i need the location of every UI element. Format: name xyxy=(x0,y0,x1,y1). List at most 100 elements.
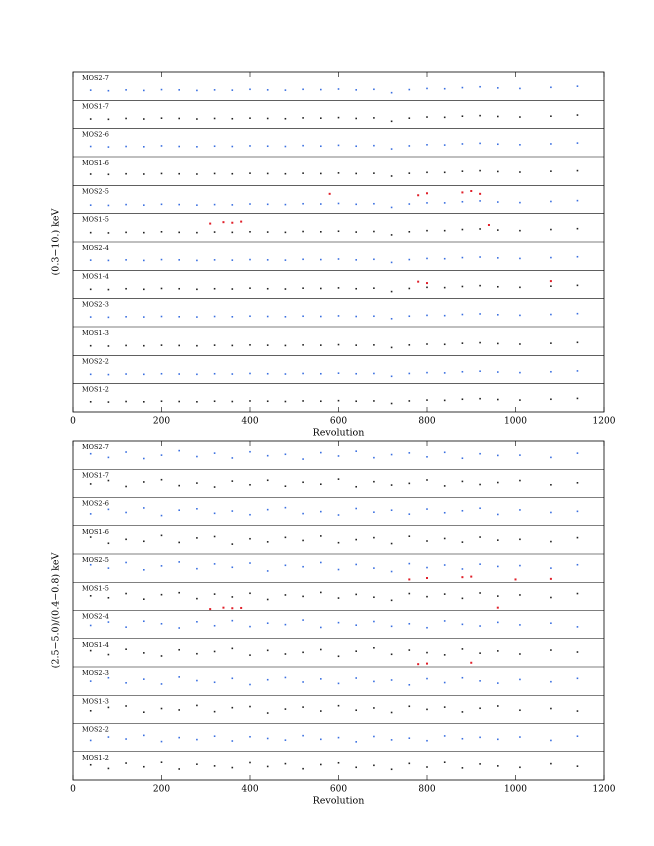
data-point xyxy=(443,116,446,119)
data-point xyxy=(89,649,92,652)
data-point xyxy=(443,202,446,204)
data-point xyxy=(213,172,216,175)
data-point xyxy=(337,682,340,685)
data-point xyxy=(550,170,552,172)
data-point xyxy=(443,564,446,566)
data-point xyxy=(249,592,251,595)
data-point xyxy=(125,344,127,347)
data-point xyxy=(443,511,446,514)
data-point xyxy=(443,761,446,764)
data-point xyxy=(89,173,92,175)
data-point xyxy=(107,479,110,482)
highlight-point xyxy=(231,221,234,224)
data-point xyxy=(266,678,269,681)
data-point xyxy=(550,398,552,401)
data-point xyxy=(443,654,446,656)
data-point xyxy=(160,400,163,403)
data-point xyxy=(178,561,180,563)
data-point xyxy=(284,536,287,539)
data-point xyxy=(231,706,234,709)
data-point xyxy=(408,683,411,686)
data-point xyxy=(160,655,163,657)
data-point xyxy=(426,479,428,481)
data-point xyxy=(443,593,446,595)
data-point xyxy=(178,117,180,120)
data-point xyxy=(249,562,251,564)
data-point xyxy=(231,145,234,148)
data-point xyxy=(497,513,499,516)
data-point xyxy=(125,145,127,148)
data-point xyxy=(426,87,428,90)
data-point xyxy=(320,483,322,486)
data-point xyxy=(426,766,428,768)
data-point xyxy=(284,373,287,375)
data-point xyxy=(337,455,340,457)
data-point xyxy=(107,596,110,599)
data-point xyxy=(249,654,251,656)
data-point xyxy=(497,765,499,767)
data-point xyxy=(408,231,411,233)
x-tick-label: 1000 xyxy=(504,417,527,427)
data-point xyxy=(178,203,180,206)
data-point xyxy=(337,343,340,346)
data-point xyxy=(497,143,499,146)
data-point xyxy=(479,763,481,765)
data-point xyxy=(143,481,145,483)
data-point xyxy=(249,258,251,261)
data-point xyxy=(284,344,287,347)
data-point xyxy=(576,710,579,712)
data-point xyxy=(461,398,464,401)
data-point xyxy=(443,399,446,402)
data-point xyxy=(231,259,234,261)
data-point xyxy=(355,400,357,403)
data-point xyxy=(213,563,216,565)
data-point xyxy=(519,509,521,511)
data-point xyxy=(89,483,92,485)
data-point xyxy=(576,482,579,484)
data-point xyxy=(213,486,216,488)
data-point xyxy=(231,89,234,91)
data-point xyxy=(550,143,552,145)
data-point xyxy=(266,622,269,625)
data-point xyxy=(89,452,92,455)
data-point xyxy=(143,401,145,403)
data-point xyxy=(302,539,304,542)
data-point xyxy=(160,145,163,147)
data-point xyxy=(266,541,269,543)
data-point xyxy=(160,683,163,685)
data-point xyxy=(178,373,180,375)
data-point xyxy=(355,766,357,769)
data-point xyxy=(213,372,216,375)
data-point xyxy=(373,315,375,318)
data-point xyxy=(125,762,127,764)
data-point xyxy=(408,400,411,402)
data-point xyxy=(196,373,198,376)
data-point xyxy=(107,706,110,709)
data-point xyxy=(284,506,287,509)
data-point xyxy=(107,345,110,347)
data-point xyxy=(143,569,145,571)
data-point xyxy=(266,737,269,740)
data-point xyxy=(373,567,375,569)
data-point xyxy=(519,314,521,317)
highlight-point xyxy=(426,577,428,580)
data-point xyxy=(550,256,552,259)
data-point xyxy=(178,736,180,739)
data-point xyxy=(373,258,375,261)
data-point xyxy=(443,229,446,232)
data-point xyxy=(249,625,251,628)
data-point xyxy=(426,626,428,629)
highlight-point xyxy=(470,575,473,578)
data-point xyxy=(390,542,393,545)
data-point xyxy=(337,372,340,374)
data-point xyxy=(178,591,180,594)
data-point xyxy=(426,144,428,146)
data-point xyxy=(178,145,180,148)
data-point xyxy=(390,120,393,123)
data-point xyxy=(125,705,127,707)
data-point xyxy=(479,169,481,172)
highlight-point xyxy=(417,194,420,197)
data-point xyxy=(89,145,92,148)
strip-label: MOS1-2 xyxy=(82,386,109,394)
